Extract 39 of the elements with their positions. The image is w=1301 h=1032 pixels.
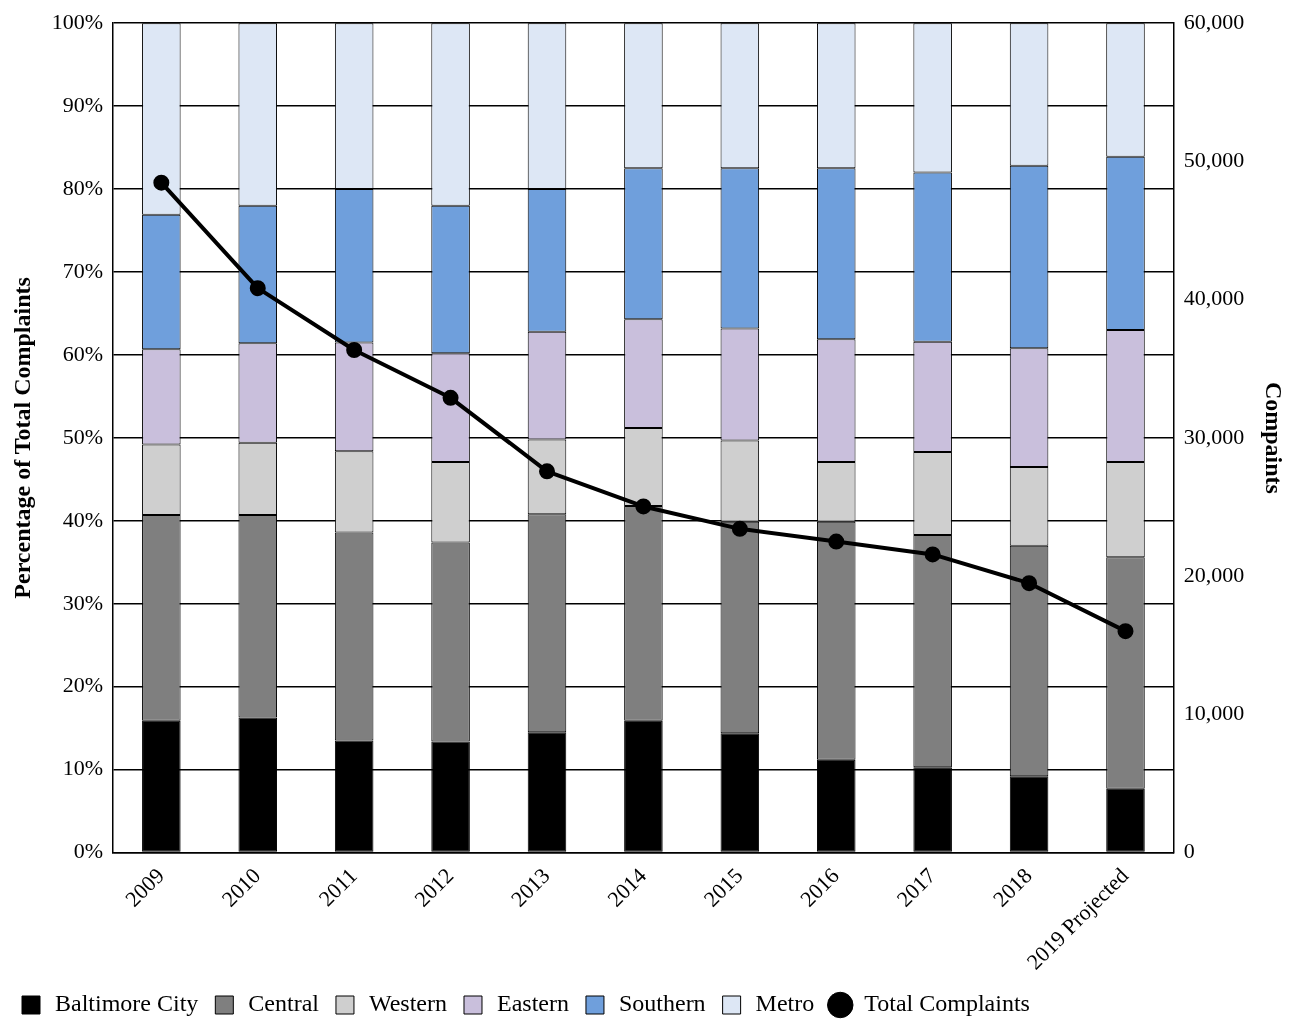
y-tick-label: 60% [62, 340, 104, 366]
legend-label: Southern [618, 990, 706, 1017]
y-tick-label: 40% [62, 506, 104, 532]
y2-tick-label: 60,000 [1183, 8, 1245, 34]
point [346, 341, 363, 358]
point [828, 533, 845, 550]
legend-label: Metro [755, 990, 815, 1017]
point [442, 389, 459, 406]
point [731, 520, 748, 537]
y-tick-label: 10% [62, 755, 104, 781]
legend-label: Central [248, 990, 320, 1017]
y-tick-label: 20% [62, 672, 104, 698]
y2-tick-label: 0 [1183, 838, 1195, 864]
y-tick-label: 50% [62, 423, 104, 449]
y2-axis-title: Compaints [1261, 381, 1288, 494]
legend-label: Western [368, 990, 448, 1017]
y-tick-label: 80% [62, 174, 104, 200]
y2-tick-label: 20,000 [1183, 561, 1245, 587]
y-tick-label: 30% [62, 589, 104, 615]
legend-label: Baltimore City [55, 990, 199, 1017]
point [1021, 575, 1038, 592]
x-tick-label: 2011 [313, 862, 362, 912]
point [249, 280, 266, 297]
y2-tick-label: 10,000 [1183, 700, 1245, 726]
point [539, 463, 555, 480]
legend-label: Total Complaints [864, 990, 1030, 1017]
legend-label: Eastern [497, 990, 569, 1017]
y-tick-label: 70% [62, 257, 104, 283]
y-axis-title: Percentage of Total Complaints [8, 277, 35, 599]
y2-tick-label: 40,000 [1183, 285, 1245, 311]
y-tick-label: 90% [62, 91, 104, 117]
point [635, 498, 652, 515]
y2-tick-label: 50,000 [1183, 147, 1245, 173]
point [924, 546, 941, 563]
y-tick-label: 100% [51, 8, 104, 34]
point [1117, 623, 1134, 640]
y-tick-label: 0% [73, 838, 104, 864]
point [153, 174, 170, 191]
y2-tick-label: 30,000 [1183, 423, 1245, 449]
